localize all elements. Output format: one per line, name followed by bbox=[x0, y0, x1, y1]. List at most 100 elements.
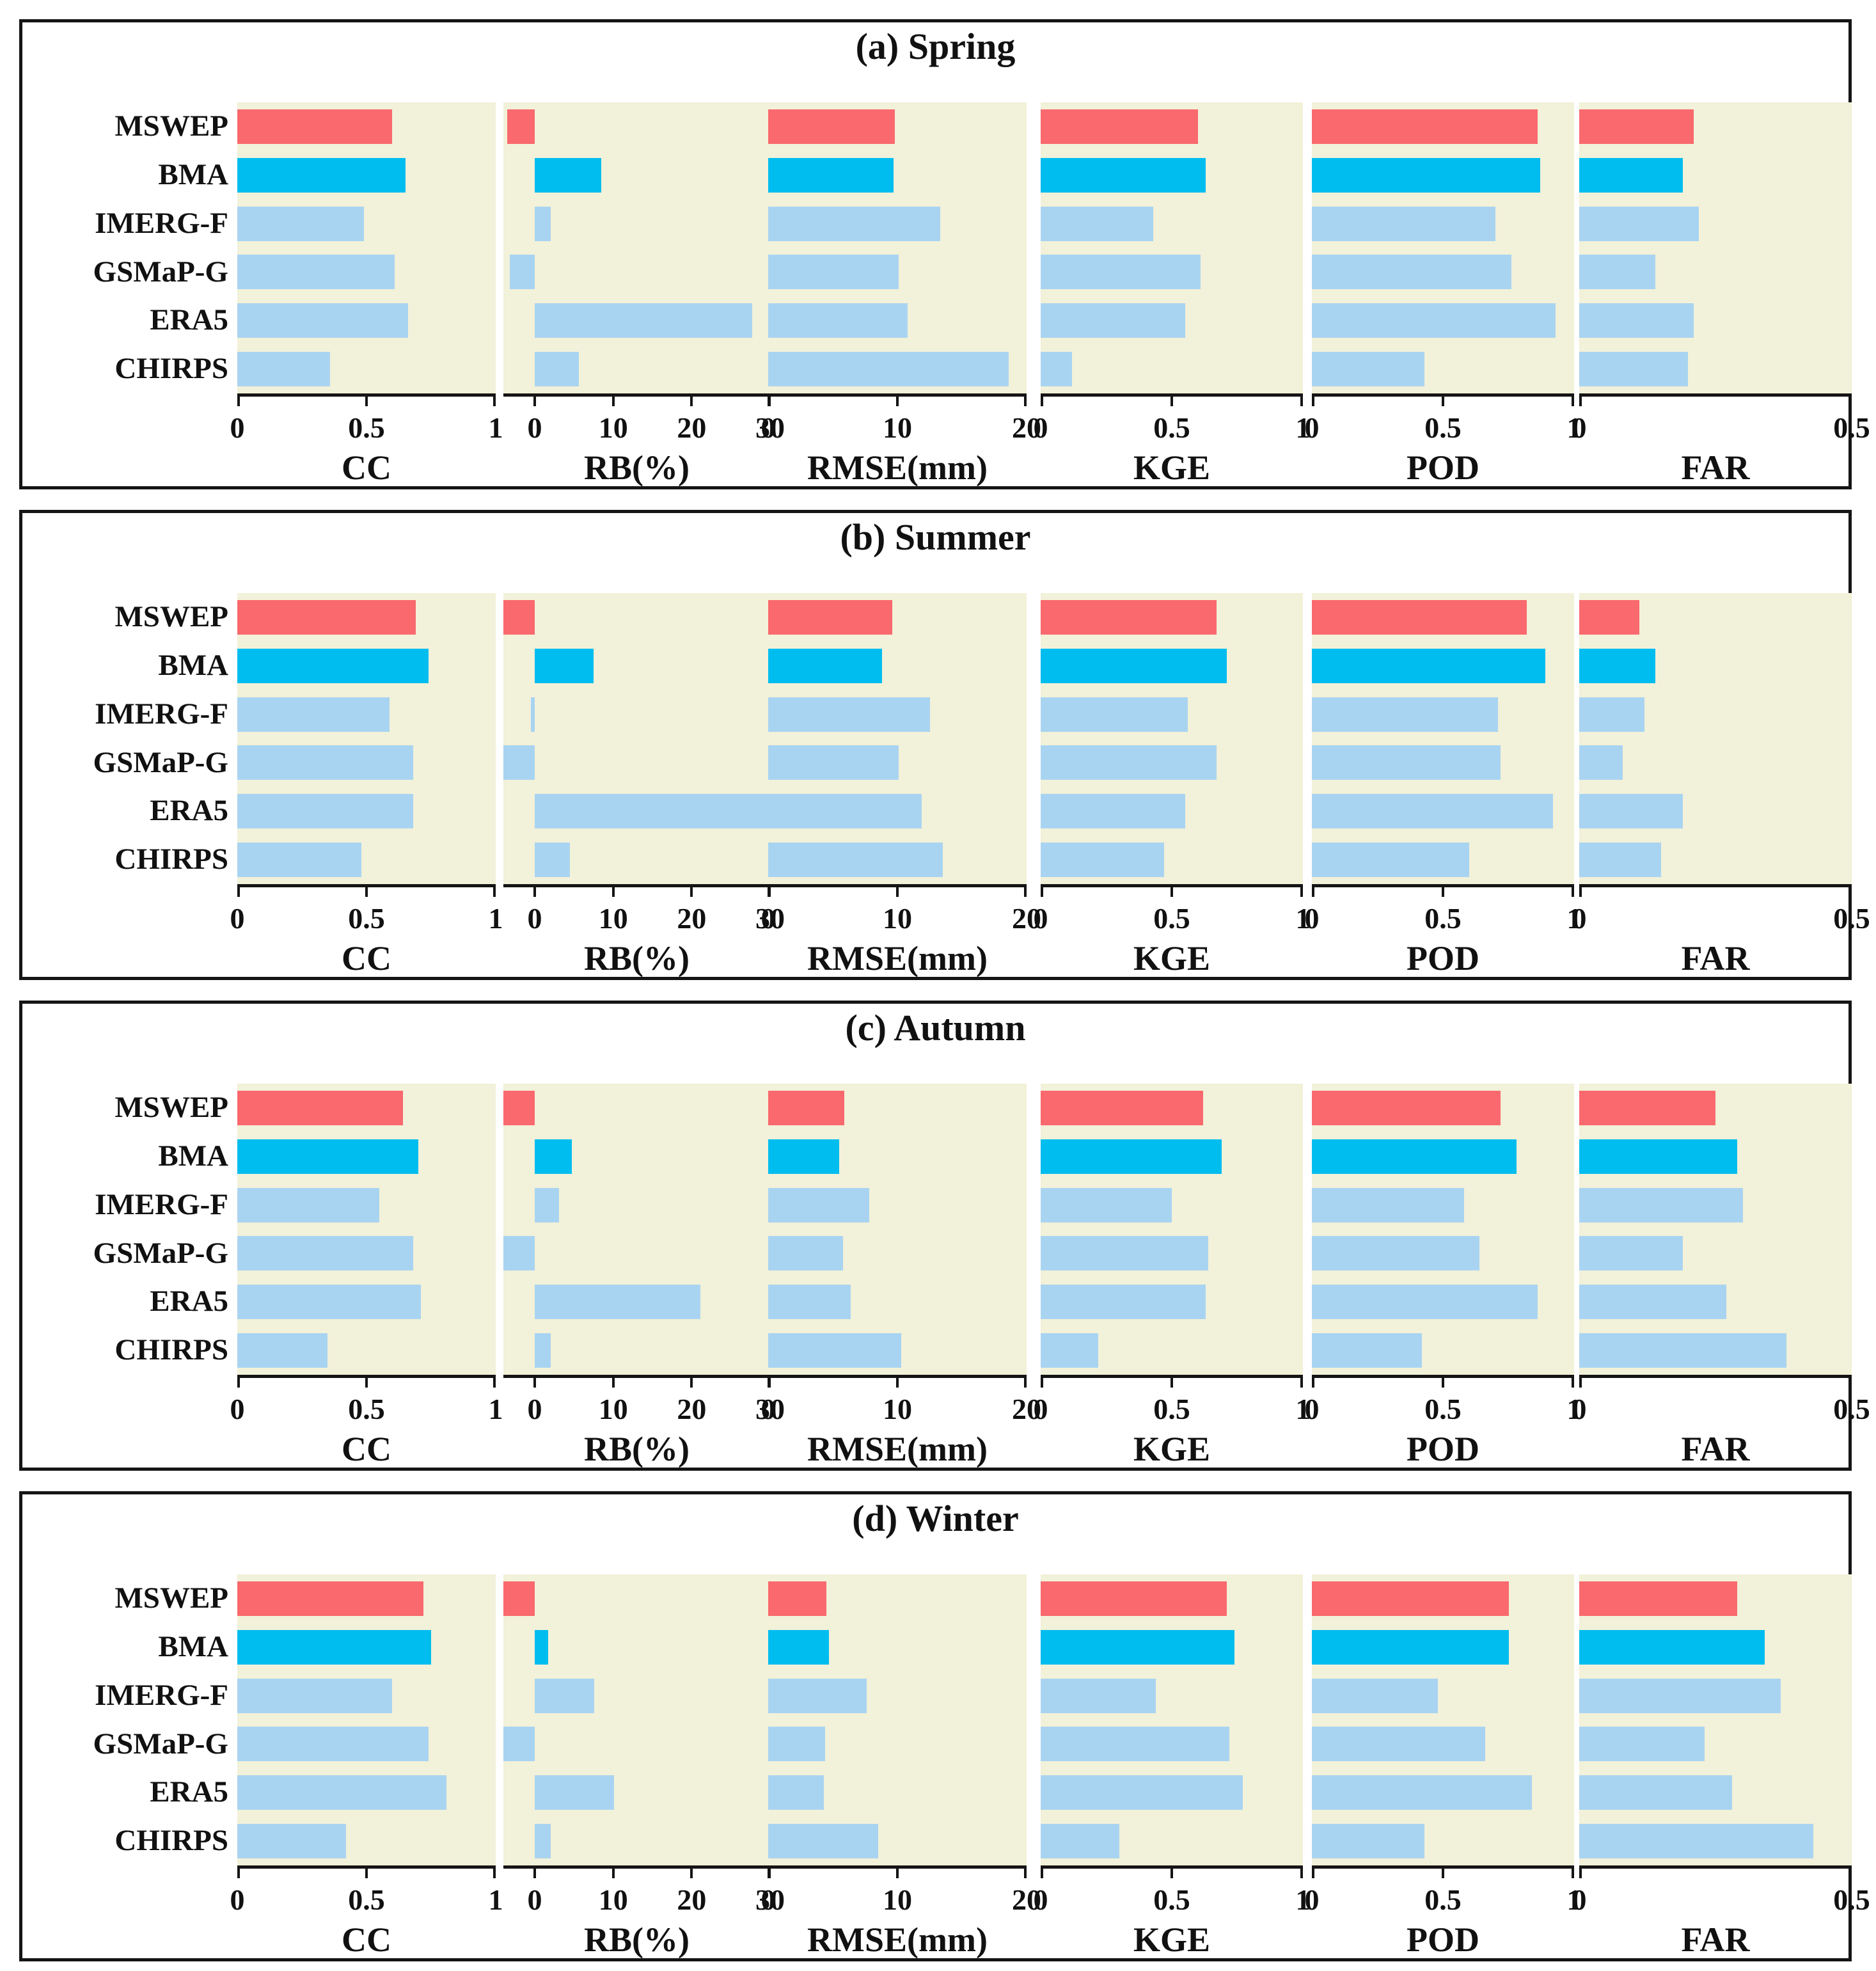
bar-gsmap-g bbox=[1579, 255, 1656, 290]
bar-era5 bbox=[768, 794, 922, 829]
bar-mswep bbox=[1579, 1090, 1715, 1125]
metric-label-far: FAR bbox=[1681, 939, 1750, 978]
metric-label-far: FAR bbox=[1681, 1920, 1750, 1959]
bar-era5 bbox=[1041, 303, 1185, 338]
tick-label: 0 bbox=[761, 902, 776, 935]
axis-tick bbox=[1300, 1869, 1303, 1878]
axis-tick bbox=[1300, 397, 1303, 406]
metric-label-rmsemm: RMSE(mm) bbox=[807, 448, 988, 487]
bar-mswep bbox=[1041, 1090, 1204, 1125]
bar-chirps bbox=[1579, 1824, 1814, 1859]
tick-label: 0.5 bbox=[1424, 1393, 1462, 1425]
axis-tick bbox=[690, 397, 693, 406]
bar-mswep bbox=[503, 599, 535, 635]
axis-tick bbox=[1579, 887, 1582, 897]
tick-label: 20 bbox=[1012, 1883, 1041, 1916]
axis-tick bbox=[1442, 1869, 1444, 1878]
bar-era5 bbox=[1312, 303, 1556, 338]
tick-label: 0 bbox=[761, 411, 776, 444]
axis-tick bbox=[896, 1869, 899, 1878]
tick-label: 20 bbox=[677, 411, 707, 444]
axis-tick bbox=[1442, 397, 1444, 406]
bar-era5 bbox=[768, 1285, 851, 1320]
metric-label-far: FAR bbox=[1681, 1430, 1750, 1468]
bar-bma bbox=[768, 157, 894, 193]
axis-tick bbox=[1572, 397, 1574, 406]
axis-tick bbox=[1312, 1378, 1314, 1388]
bar-gsmap-g bbox=[768, 255, 899, 290]
axis-tick bbox=[896, 887, 899, 897]
tick-label: 10 bbox=[598, 1393, 628, 1425]
bar-mswep bbox=[1041, 599, 1217, 635]
axis-tick bbox=[1579, 397, 1582, 406]
metric-label-rmsemm: RMSE(mm) bbox=[807, 1920, 988, 1959]
bar-chirps bbox=[1312, 352, 1425, 387]
tick-label: 0 bbox=[527, 1883, 542, 1916]
bar-imerg-f bbox=[1312, 697, 1499, 732]
tick-label: 1 bbox=[1295, 1883, 1311, 1916]
axis-tick bbox=[237, 1378, 240, 1388]
row-label-chirps: CHIRPS bbox=[114, 1333, 228, 1367]
tick-label: 0.5 bbox=[1833, 411, 1870, 444]
tick-label: 0 bbox=[527, 1393, 542, 1425]
subplot-rmsemm: 0 10 20 RMSE(mm) bbox=[761, 102, 1041, 487]
tick-label: 0.5 bbox=[1153, 902, 1190, 935]
tick-label: 1 bbox=[1566, 1883, 1582, 1916]
bar-mswep bbox=[1579, 599, 1639, 635]
bar-era5 bbox=[237, 794, 413, 829]
bar-imerg-f bbox=[1312, 206, 1495, 241]
axis-tick bbox=[1579, 1378, 1582, 1388]
bar-chirps bbox=[535, 843, 571, 878]
axis-tick bbox=[1442, 1378, 1444, 1388]
bar-chirps bbox=[535, 1333, 551, 1368]
axis-tick bbox=[1300, 1378, 1303, 1388]
bar-chirps bbox=[237, 352, 331, 387]
subplot-cc: 0 0.5 1 CC bbox=[230, 593, 503, 978]
bar-imerg-f bbox=[237, 206, 364, 241]
row-label-chirps: CHIRPS bbox=[114, 352, 228, 386]
bar-chirps bbox=[768, 1333, 902, 1368]
subplot-rmsemm: 0 10 20 RMSE(mm) bbox=[761, 1084, 1041, 1468]
axis-tick bbox=[1442, 887, 1444, 897]
bar-era5 bbox=[535, 303, 752, 338]
bar-imerg-f bbox=[1041, 697, 1188, 732]
bar-imerg-f bbox=[768, 206, 940, 241]
axis-tick bbox=[1171, 1378, 1173, 1388]
bar-imerg-f bbox=[237, 697, 390, 732]
tick-label: 0 bbox=[1304, 411, 1320, 444]
axis-tick bbox=[533, 1869, 537, 1878]
axis-tick bbox=[1849, 1378, 1852, 1388]
metric-label-kge: KGE bbox=[1133, 1920, 1211, 1959]
bar-gsmap-g bbox=[503, 1236, 535, 1271]
axis-tick bbox=[690, 887, 693, 897]
subplot-kge: 0 0.5 1 KGE bbox=[1034, 593, 1311, 978]
subplot-cc: 0 0.5 1 CC bbox=[230, 1084, 503, 1468]
bar-era5 bbox=[237, 1775, 447, 1810]
bar-mswep bbox=[1312, 599, 1527, 635]
axis-tick bbox=[1849, 397, 1852, 406]
tick-label: 1 bbox=[488, 411, 503, 444]
axis-tick bbox=[1041, 397, 1043, 406]
axis-tick bbox=[1024, 1869, 1027, 1878]
metric-label-pod: POD bbox=[1407, 448, 1479, 487]
bar-mswep bbox=[237, 109, 393, 144]
bar-era5 bbox=[1041, 1775, 1243, 1810]
bar-chirps bbox=[535, 1824, 551, 1859]
tick-label: 0 bbox=[1304, 1883, 1320, 1916]
tick-label: 0 bbox=[230, 902, 245, 935]
row-label-gsmap-g: GSMaP-G bbox=[93, 1236, 228, 1270]
bar-gsmap-g bbox=[1041, 1236, 1209, 1271]
axis-tick bbox=[493, 1869, 496, 1878]
axis-tick bbox=[493, 1378, 496, 1388]
metric-label-cc: CC bbox=[342, 448, 391, 487]
bar-era5 bbox=[768, 1775, 824, 1810]
bar-bma bbox=[1312, 648, 1545, 683]
metric-label-rmsemm: RMSE(mm) bbox=[807, 1430, 988, 1468]
tick-label: 1 bbox=[1566, 1393, 1582, 1425]
bar-gsmap-g bbox=[237, 1727, 429, 1762]
axis-tick bbox=[533, 887, 537, 897]
bar-imerg-f bbox=[1312, 1678, 1438, 1713]
metric-label-kge: KGE bbox=[1133, 1430, 1211, 1468]
bar-imerg-f bbox=[1579, 1678, 1781, 1713]
axis-tick bbox=[611, 397, 615, 406]
